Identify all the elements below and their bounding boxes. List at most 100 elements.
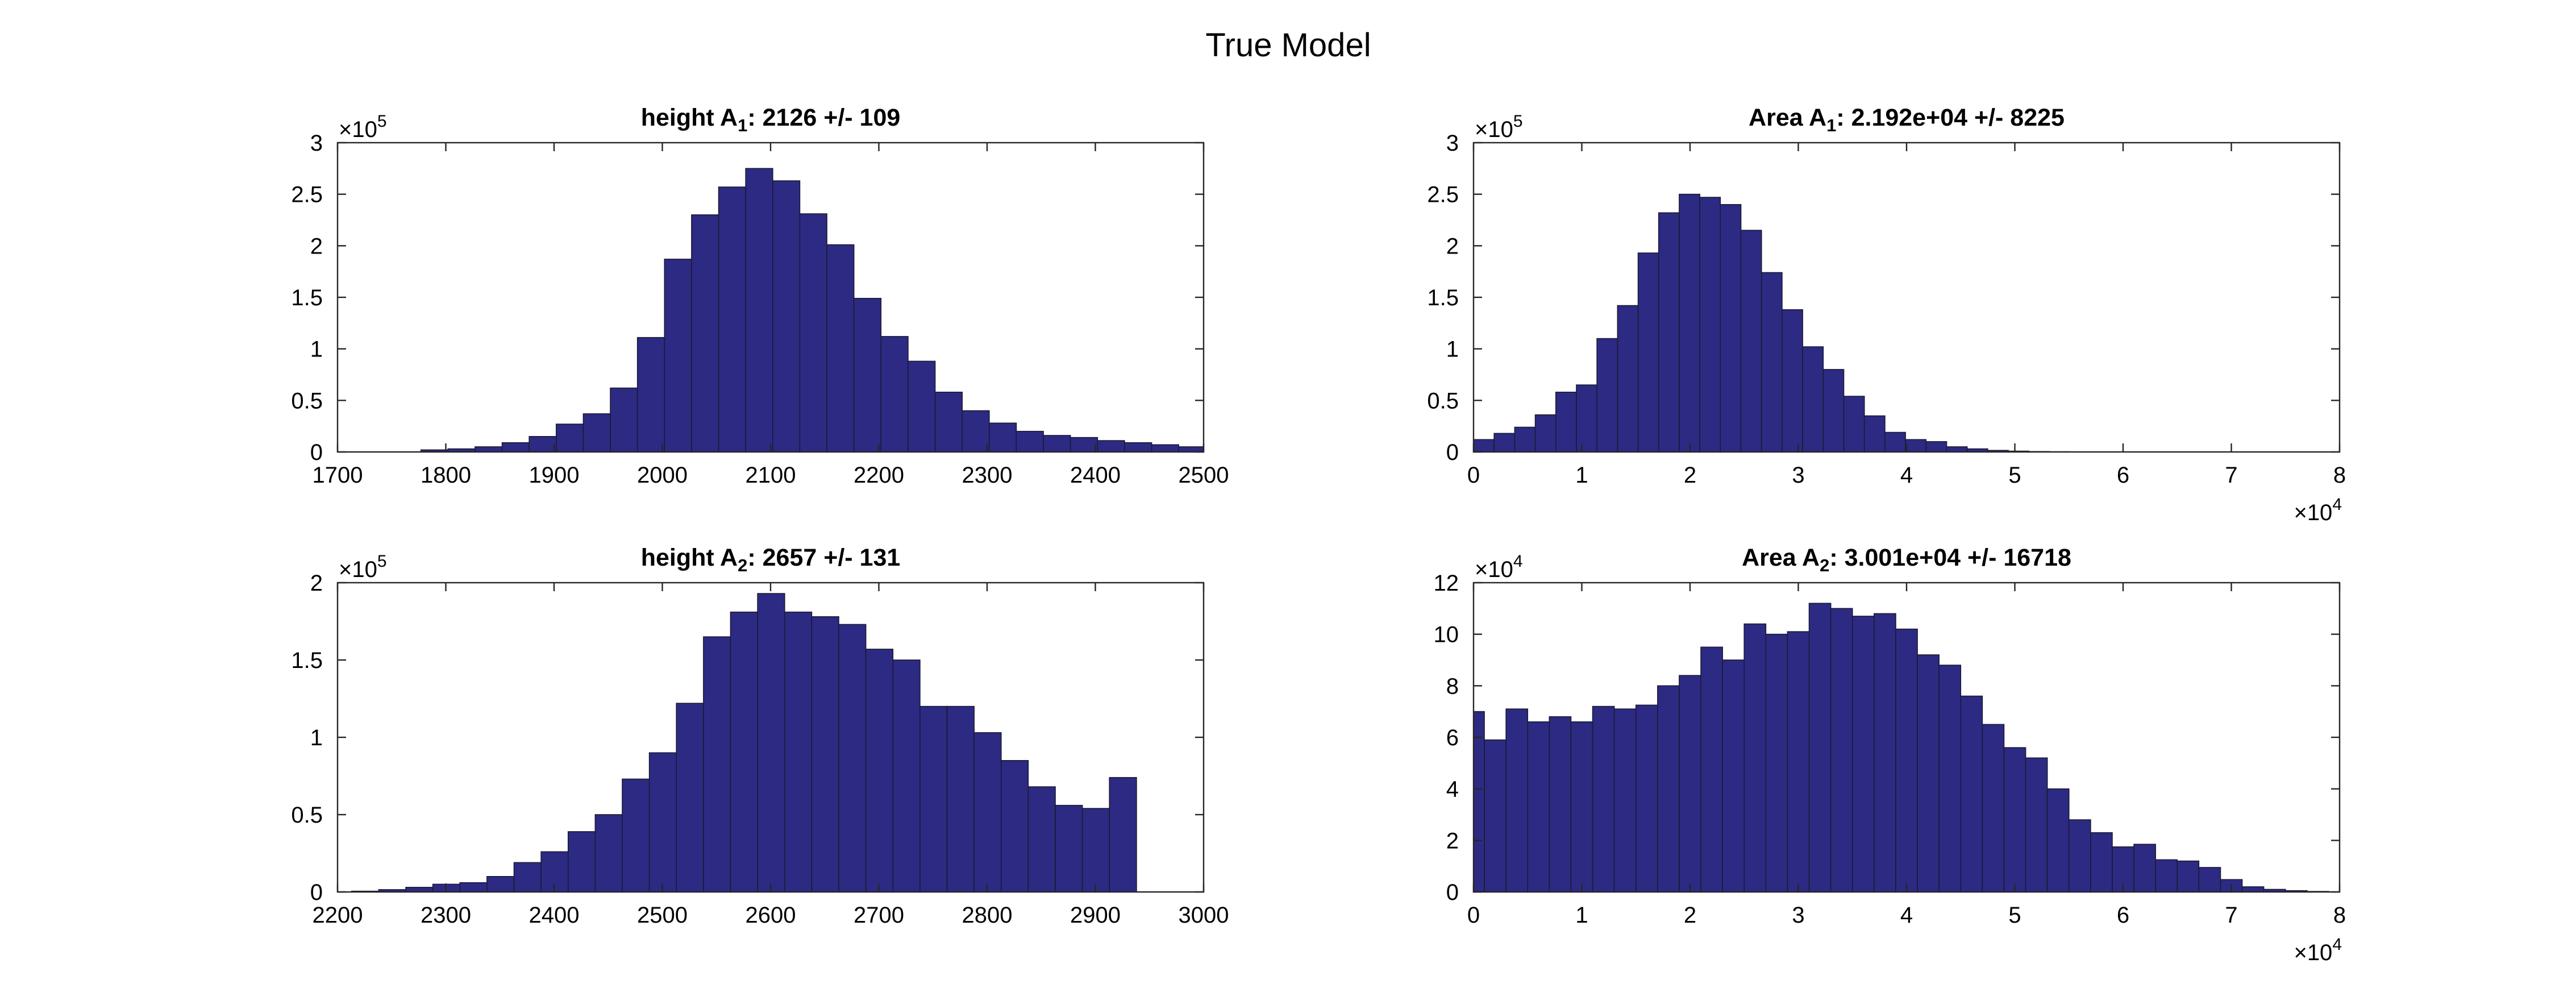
histogram-bar: [730, 611, 758, 893]
y-tick-label: 0.5: [1427, 388, 1459, 413]
x-tick-label: 3000: [1179, 903, 1229, 928]
histogram-bar: [772, 180, 801, 453]
y-tick-label: 2: [310, 234, 323, 259]
histogram-bar: [1081, 808, 1110, 893]
histogram-bar: [1576, 384, 1597, 453]
histogram-bar: [973, 732, 1002, 893]
histogram-bar: [1637, 252, 1659, 453]
x-tick-label: 6: [2117, 463, 2129, 488]
x-tick-label: 7: [2225, 903, 2237, 928]
histogram-bar: [676, 703, 704, 893]
chart-panel-bottom-left: 2200 2300 2400 2500 2600 2700 2800 2900 3000 0 0.5…: [291, 544, 1229, 928]
y-tick-label: 1: [310, 337, 323, 362]
x-tick-label: 2000: [637, 463, 688, 488]
histogram-bar: [2046, 788, 2070, 893]
histogram-bar: [2133, 844, 2156, 893]
y-tick-label: 2: [1446, 234, 1459, 259]
histogram-bar: [513, 862, 542, 893]
histogram-bar: [1679, 675, 1701, 893]
histogram-bar: [757, 593, 785, 893]
x-tick-label: 3: [1792, 463, 1804, 488]
x-tick-label: 2600: [746, 903, 796, 928]
histogram-bar: [853, 298, 882, 453]
y-tick-label: 1: [310, 725, 323, 750]
chart-panel-top-left: 1700 1800 1900 2000 2100 2200 2300 2400 2500 0 0.5…: [291, 104, 1229, 488]
histogram-bar: [826, 244, 855, 453]
histogram-bar: [1109, 777, 1137, 893]
histogram-bar: [892, 659, 921, 893]
histogram-bar: [1720, 204, 1742, 453]
histogram-bar: [946, 705, 975, 893]
y-tick-label: 10: [1434, 622, 1459, 648]
x-tick-label: 2300: [421, 903, 471, 928]
x-tick-label: 2: [1684, 463, 1696, 488]
histogram-bar: [1765, 633, 1788, 893]
histogram-bar: [1555, 392, 1577, 453]
histogram-bar: [1549, 716, 1572, 893]
histogram-bar: [1124, 442, 1152, 453]
histogram-bar: [2090, 832, 2113, 893]
histogram-bar: [908, 360, 936, 453]
histogram-bar: [459, 882, 488, 893]
histogram-bar: [1787, 631, 1810, 893]
y-tick-label: 4: [1446, 777, 1459, 802]
histogram-bar: [1617, 305, 1639, 453]
histogram-bar: [962, 410, 990, 453]
histogram-bar: [1884, 431, 1906, 453]
x-tick-label: 8: [2333, 903, 2346, 928]
x-tick-label: 2100: [746, 463, 796, 488]
histogram-bar: [1802, 346, 1824, 453]
histogram-bar: [2198, 867, 2221, 893]
figure-title: True Model: [1205, 27, 1371, 64]
histogram-bar: [1055, 804, 1083, 893]
histogram-bar: [648, 752, 677, 893]
histogram-bar: [880, 336, 909, 453]
y-tick-label: 1.5: [1427, 285, 1459, 310]
x-tick-label: 2800: [962, 903, 1013, 928]
x-tick-label: 2700: [854, 903, 904, 928]
histogram-bar: [1863, 415, 1886, 453]
x-tick-label: 2400: [529, 903, 580, 928]
histogram-bar: [664, 259, 692, 453]
y-tick-label: 1.5: [291, 648, 323, 673]
x-tick-label: 4: [1900, 463, 1913, 488]
histogram-bar: [1960, 695, 1983, 893]
histogram-bar: [1822, 369, 1845, 453]
x-tick-label: 5: [2008, 903, 2021, 928]
x-tick-label: 1700: [313, 463, 363, 488]
y-tick-label: 0.5: [291, 388, 323, 413]
histogram-bar: [1679, 193, 1700, 453]
histogram-bar: [1000, 760, 1029, 893]
x-tick-label: 7: [2225, 463, 2237, 488]
histogram-bar: [2155, 859, 2178, 893]
y-tick-label: 2.5: [1427, 182, 1459, 207]
histogram-bar: [1613, 708, 1637, 893]
histogram-bar: [1761, 272, 1783, 453]
histogram-bar: [1527, 721, 1550, 893]
histogram-bar: [1895, 628, 1918, 893]
x-tick-label: 2500: [1179, 463, 1229, 488]
histogram-bar: [1830, 608, 1853, 893]
x-exponent-label: ×104: [2294, 495, 2342, 525]
histogram-bar: [703, 636, 731, 893]
panels: 1700 1800 1900 2000 2100 2200 2300 2400 250000.5…: [291, 104, 2346, 965]
y-exponent-label: ×104: [1475, 552, 1523, 582]
x-tick-label: 2500: [637, 903, 688, 928]
y-tick-label: 2: [1446, 828, 1459, 853]
y-exponent-label: ×105: [1475, 112, 1523, 142]
y-exponent-label: ×105: [339, 112, 387, 142]
y-tick-label: 2: [310, 571, 323, 596]
histogram-bar: [636, 337, 665, 453]
y-exponent-label: ×105: [339, 552, 387, 582]
histogram-bar: [1946, 446, 1968, 453]
histogram-bar: [1027, 786, 1056, 893]
histogram-bar: [1743, 623, 1767, 893]
x-tick-label: 2: [1684, 903, 1696, 928]
histogram-bar: [1657, 685, 1680, 893]
histogram-bar: [1925, 441, 1947, 453]
histogram-bar: [1596, 338, 1618, 453]
histogram-bar: [1740, 230, 1762, 453]
histogram-bar: [1699, 197, 1721, 453]
